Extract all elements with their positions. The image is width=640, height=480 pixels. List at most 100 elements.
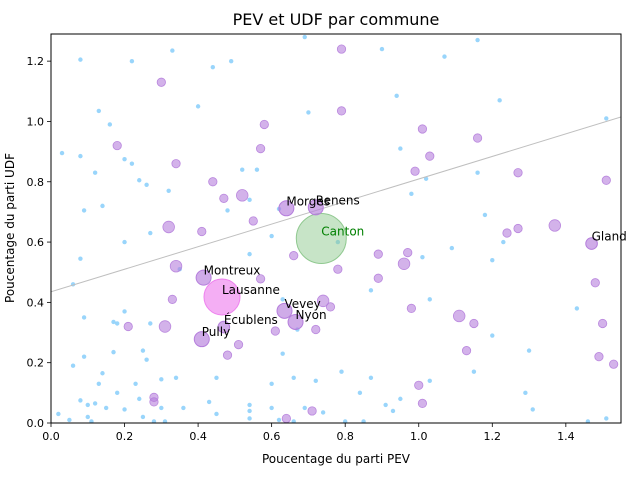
y-tick-label: 1.0 [27, 115, 45, 128]
point-label: Lausanne [222, 283, 280, 297]
data-point [259, 119, 269, 130]
data-point [390, 408, 396, 414]
data-point [280, 297, 285, 302]
data-point [475, 37, 480, 43]
data-point [85, 402, 90, 408]
data-point [214, 375, 219, 380]
data-point [475, 170, 480, 175]
point-label: Canton [321, 224, 364, 238]
highlight-point [585, 237, 598, 250]
data-point [123, 321, 133, 332]
data-point [240, 167, 245, 172]
data-point [398, 146, 403, 151]
data-point [548, 219, 562, 232]
data-point [247, 416, 252, 421]
data-point [417, 398, 428, 408]
y-tick-label: 0.6 [27, 236, 45, 249]
y-tick-label: 0.8 [27, 176, 45, 189]
data-point [585, 419, 591, 423]
data-point [222, 350, 233, 360]
data-point [373, 249, 383, 259]
data-point [311, 324, 321, 335]
data-point [228, 58, 234, 64]
data-point [368, 375, 374, 380]
data-point [92, 170, 98, 175]
highlight-point [295, 212, 347, 264]
data-point [333, 264, 343, 274]
x-tick-label: 1.2 [484, 430, 502, 443]
data-point [100, 203, 105, 209]
data-point [59, 150, 65, 156]
data-point [368, 288, 374, 293]
data-point [144, 357, 149, 362]
data-point [89, 419, 94, 423]
data-point [316, 294, 330, 308]
point-label: Vevey [285, 297, 321, 311]
x-tick-label: 0.4 [189, 430, 207, 443]
data-point [67, 417, 72, 423]
data-point [148, 321, 153, 326]
chart-title: PEV et UDF par commune [233, 10, 440, 29]
data-point [604, 116, 609, 121]
data-point [103, 405, 109, 411]
data-point [247, 251, 252, 257]
data-point [111, 349, 116, 355]
point-label: Morges [286, 194, 330, 208]
point-label: Pully [202, 325, 230, 339]
data-point [452, 309, 466, 323]
data-point [247, 402, 252, 408]
data-point [336, 106, 347, 116]
data-point [490, 333, 495, 338]
data-point [256, 143, 266, 154]
data-point [56, 411, 61, 417]
point-label: Nyon [296, 308, 327, 322]
data-point [167, 294, 177, 304]
data-point [247, 408, 252, 414]
data-point [423, 176, 429, 181]
data-point [398, 396, 403, 402]
data-point [574, 306, 580, 311]
data-point [502, 228, 512, 238]
point-label: Écublens [224, 312, 278, 327]
data-point [306, 110, 311, 115]
data-point [210, 64, 216, 70]
data-point [289, 251, 299, 261]
data-point [129, 161, 135, 166]
data-point [173, 375, 179, 380]
y-tick-label: 0.4 [27, 296, 45, 309]
x-tick-label: 0.8 [336, 430, 354, 443]
data-point [170, 48, 175, 53]
data-point [70, 363, 76, 368]
data-point [248, 216, 258, 226]
data-point [361, 419, 366, 423]
point-label: Gland [592, 230, 627, 244]
x-axis-label: Poucentage du parti PEV [262, 452, 411, 466]
data-point [133, 381, 138, 386]
data-point [181, 405, 186, 411]
data-point [501, 239, 506, 245]
data-point [151, 419, 157, 423]
data-point [137, 178, 142, 183]
data-point [609, 359, 619, 369]
data-point [449, 245, 455, 251]
data-point [598, 318, 608, 329]
data-point [148, 230, 153, 236]
data-point [339, 369, 344, 374]
data-point [85, 414, 90, 420]
data-point [482, 212, 488, 218]
data-point [336, 44, 347, 54]
data-point [342, 419, 348, 423]
data-point [78, 57, 83, 62]
data-point [78, 153, 83, 159]
data-point [302, 34, 307, 40]
data-point [409, 191, 414, 197]
data-point [471, 369, 477, 374]
data-point [325, 302, 336, 312]
data-point [206, 399, 212, 405]
data-point [497, 98, 502, 103]
data-point [96, 108, 102, 114]
data-point [219, 193, 229, 203]
data-point [225, 208, 230, 213]
data-point [100, 371, 105, 376]
